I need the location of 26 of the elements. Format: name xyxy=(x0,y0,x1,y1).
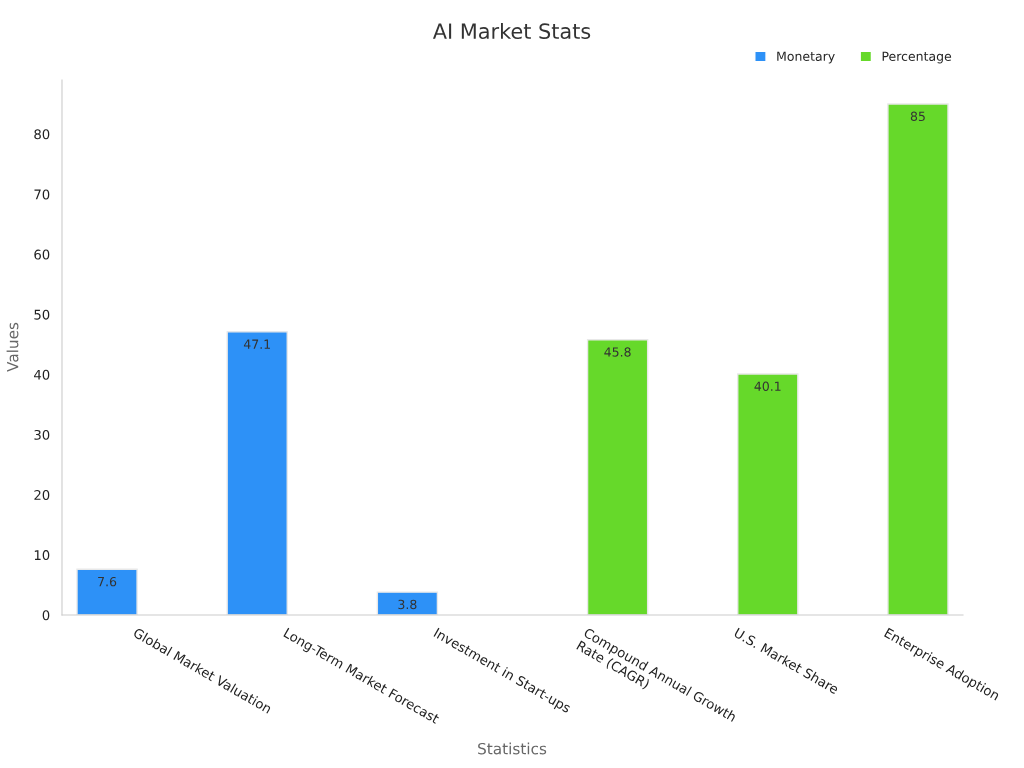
bar xyxy=(76,568,138,615)
y-tick-label: 40 xyxy=(34,369,50,380)
legend-label: Percentage xyxy=(882,51,952,64)
y-tick-label: 0 xyxy=(42,610,50,621)
chart-title: AI Market Stats xyxy=(432,22,591,40)
data-label: 3.8 xyxy=(398,599,417,610)
bar xyxy=(376,591,439,615)
y-tick-label: 10 xyxy=(34,550,50,561)
y-tick-label: 20 xyxy=(34,490,50,500)
y-tick-label: 60 xyxy=(34,249,50,260)
y-tick-label: 80 xyxy=(34,129,50,140)
data-label: 7.6 xyxy=(98,576,117,587)
x-axis-title: Statistics xyxy=(478,742,547,755)
bar xyxy=(586,338,649,615)
data-label: 40.1 xyxy=(754,381,781,391)
data-label: 45.8 xyxy=(604,347,631,357)
y-tick-label: 30 xyxy=(34,429,50,440)
data-label: 47.1 xyxy=(243,339,270,349)
data-label: 85 xyxy=(910,111,925,122)
bar xyxy=(737,373,799,615)
bar xyxy=(887,103,949,615)
bar xyxy=(226,331,288,615)
legend-label: Monetary xyxy=(777,51,835,64)
y-tick-label: 70 xyxy=(34,189,50,200)
y-tick-label: 50 xyxy=(34,309,50,320)
y-axis-title: Values xyxy=(6,322,19,372)
